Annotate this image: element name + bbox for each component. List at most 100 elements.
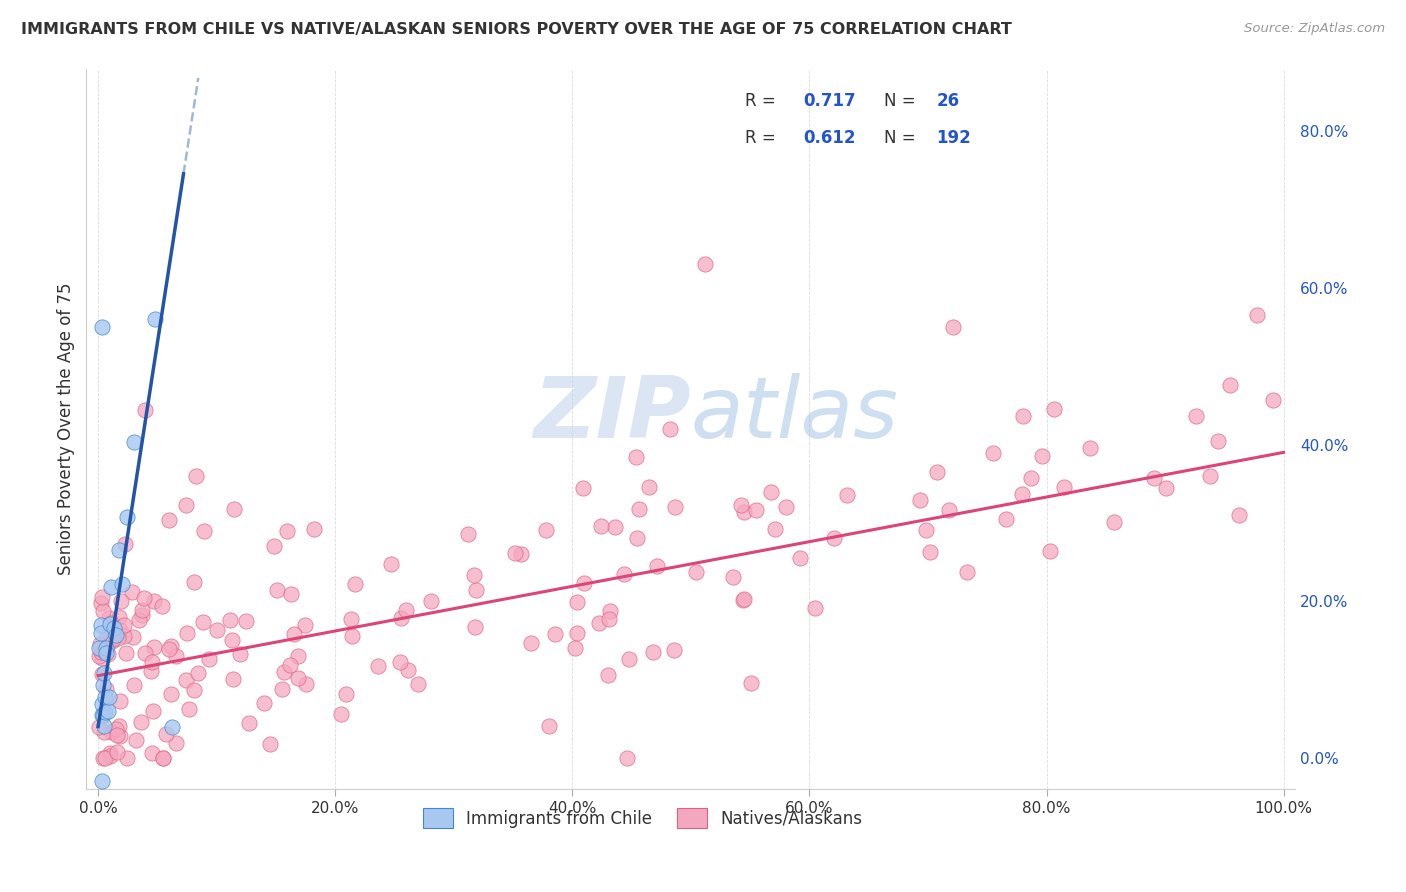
Point	[90, 645, 112, 659]
Point	[616, 751, 638, 765]
Point	[295, 677, 318, 691]
Point	[107, 719, 129, 733]
Point	[457, 526, 479, 541]
Point	[91, 678, 114, 692]
Point	[662, 642, 685, 657]
Point	[91, 751, 114, 765]
Point	[90, 707, 112, 722]
Point	[330, 706, 353, 721]
Point	[134, 403, 156, 417]
Point	[942, 320, 965, 334]
Point	[340, 612, 363, 626]
Point	[152, 751, 174, 765]
Point	[619, 651, 641, 665]
Point	[994, 511, 1017, 525]
Point	[734, 505, 756, 519]
Text: N =: N =	[884, 129, 921, 147]
Point	[280, 587, 302, 601]
Point	[165, 736, 187, 750]
Point	[97, 632, 120, 646]
Point	[396, 663, 419, 677]
Point	[910, 493, 932, 508]
Point	[142, 704, 165, 718]
Point	[91, 667, 114, 681]
Point	[1012, 409, 1035, 424]
Point	[89, 617, 111, 632]
Point	[1208, 434, 1230, 448]
Point	[98, 611, 121, 625]
Point	[731, 593, 754, 607]
Point	[134, 646, 156, 660]
Point	[273, 665, 295, 680]
Point	[128, 614, 150, 628]
Point	[335, 687, 357, 701]
Point	[89, 648, 111, 663]
Point	[388, 656, 411, 670]
Point	[131, 603, 153, 617]
Point	[89, 637, 111, 651]
Point	[925, 466, 948, 480]
Point	[90, 774, 112, 789]
Point	[693, 257, 716, 271]
Point	[90, 596, 112, 610]
Point	[90, 651, 112, 665]
Text: R =: R =	[745, 92, 782, 110]
Point	[100, 725, 122, 739]
Text: 0.717: 0.717	[803, 92, 856, 110]
Point	[588, 615, 610, 630]
Point	[141, 664, 163, 678]
Point	[160, 640, 183, 654]
Point	[91, 591, 114, 605]
Text: 26: 26	[936, 92, 959, 110]
Point	[97, 647, 120, 661]
Point	[789, 550, 811, 565]
Point	[98, 623, 121, 637]
Point	[160, 720, 183, 734]
Point	[96, 646, 118, 660]
Point	[174, 673, 197, 687]
Point	[538, 718, 561, 732]
Point	[565, 595, 588, 609]
Point	[117, 751, 139, 765]
Point	[406, 676, 429, 690]
Point	[90, 320, 112, 334]
Point	[93, 644, 115, 658]
Point	[1019, 471, 1042, 485]
Point	[344, 577, 367, 591]
Point	[565, 625, 588, 640]
Point	[263, 539, 285, 553]
Point	[97, 704, 120, 718]
Point	[238, 716, 260, 731]
Point	[287, 648, 309, 663]
Point	[1142, 471, 1164, 485]
Point	[287, 671, 309, 685]
Text: ZIP: ZIP	[533, 373, 690, 456]
Point	[685, 565, 707, 579]
Point	[107, 610, 129, 624]
Point	[1078, 441, 1101, 455]
Point	[108, 542, 131, 557]
Point	[183, 682, 205, 697]
Point	[121, 630, 143, 644]
Point	[176, 626, 198, 640]
Point	[193, 524, 215, 539]
Point	[464, 620, 486, 634]
Point	[340, 628, 363, 642]
Point	[283, 627, 305, 641]
Point	[380, 557, 402, 571]
Point	[740, 675, 762, 690]
Point	[544, 626, 567, 640]
Point	[98, 616, 121, 631]
Point	[564, 640, 586, 655]
Point	[598, 668, 620, 682]
Point	[1156, 481, 1178, 495]
Point	[105, 727, 128, 741]
Point	[278, 658, 301, 673]
Point	[626, 531, 648, 545]
Point	[276, 524, 298, 539]
Point	[804, 600, 827, 615]
Point	[598, 612, 620, 626]
Point	[624, 450, 647, 464]
Point	[115, 646, 138, 660]
Point	[1043, 401, 1066, 416]
